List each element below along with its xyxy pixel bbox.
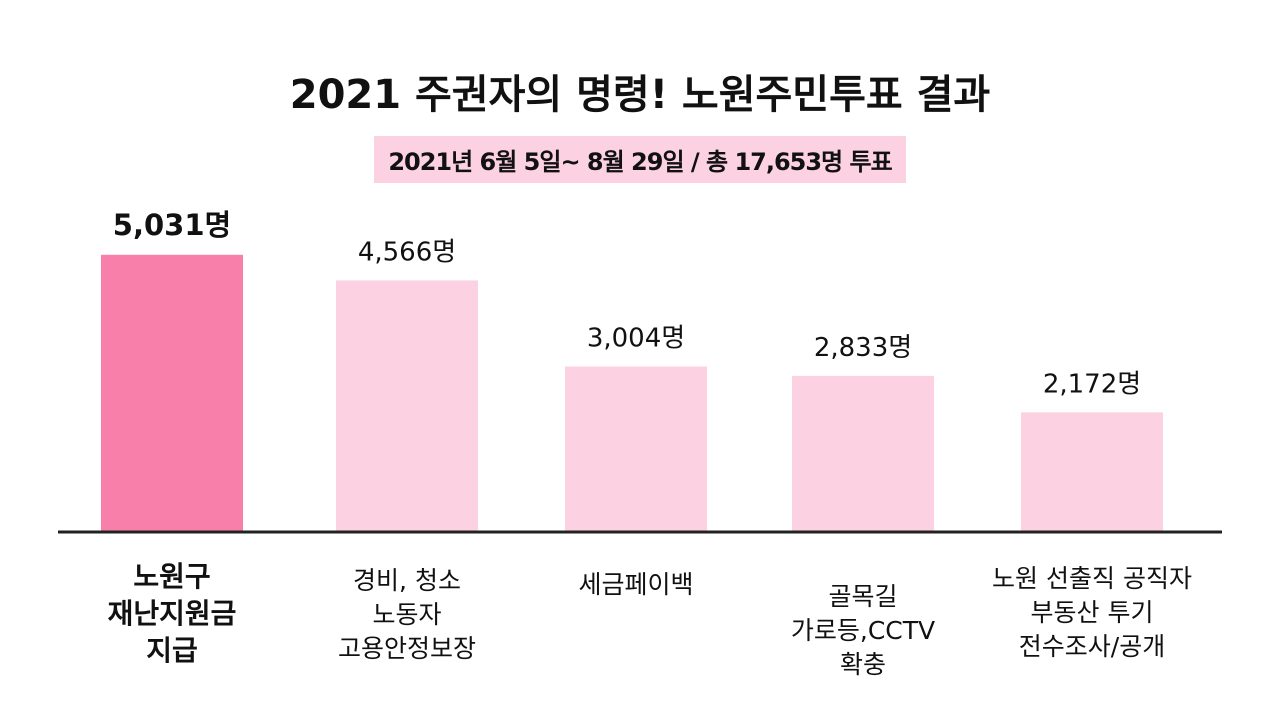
category-label-line: 경비, 청소: [353, 566, 461, 595]
category-label-line: 가로등,CCTV: [790, 616, 936, 645]
value-label-3: 3,004명: [587, 323, 685, 353]
category-label-line: 노원구: [133, 560, 211, 593]
bar-5: [1021, 412, 1163, 532]
bar-1: [101, 254, 243, 532]
value-label-4: 2,833명: [814, 333, 912, 363]
category-label-line: 부동산 투기: [1030, 598, 1154, 627]
category-label-line: 지급: [146, 634, 198, 667]
category-label-line: 골목길: [828, 582, 898, 611]
category-label-line: 노원 선출직 공직자: [992, 564, 1192, 593]
category-label-line: 재난지원금: [107, 597, 237, 630]
chart-subtitle: 2021년 6월 5일~ 8월 29일 / 총 17,653명 투표: [374, 136, 906, 183]
category-label-line: 확충: [839, 650, 886, 679]
category-label-line: 고용안정보장: [337, 634, 476, 663]
value-label-5: 2,172명: [1043, 369, 1141, 399]
bar-3: [565, 366, 707, 532]
value-label-2: 4,566명: [358, 237, 456, 267]
chart-title: 2021 주권자의 명령! 노원주민투표 결과: [289, 72, 991, 118]
category-label-line: 세금페이백: [578, 570, 694, 599]
bar-4: [792, 375, 934, 532]
category-label-3: 세금페이백: [516, 568, 756, 602]
category-label-line: 전수조사/공개: [1018, 632, 1166, 661]
subtitle-container: 2021년 6월 5일~ 8월 29일 / 총 17,653명 투표: [0, 136, 1280, 183]
category-label-line: 노동자: [372, 600, 442, 629]
bar-2: [336, 280, 478, 532]
value-label-1: 5,031명: [113, 208, 231, 242]
